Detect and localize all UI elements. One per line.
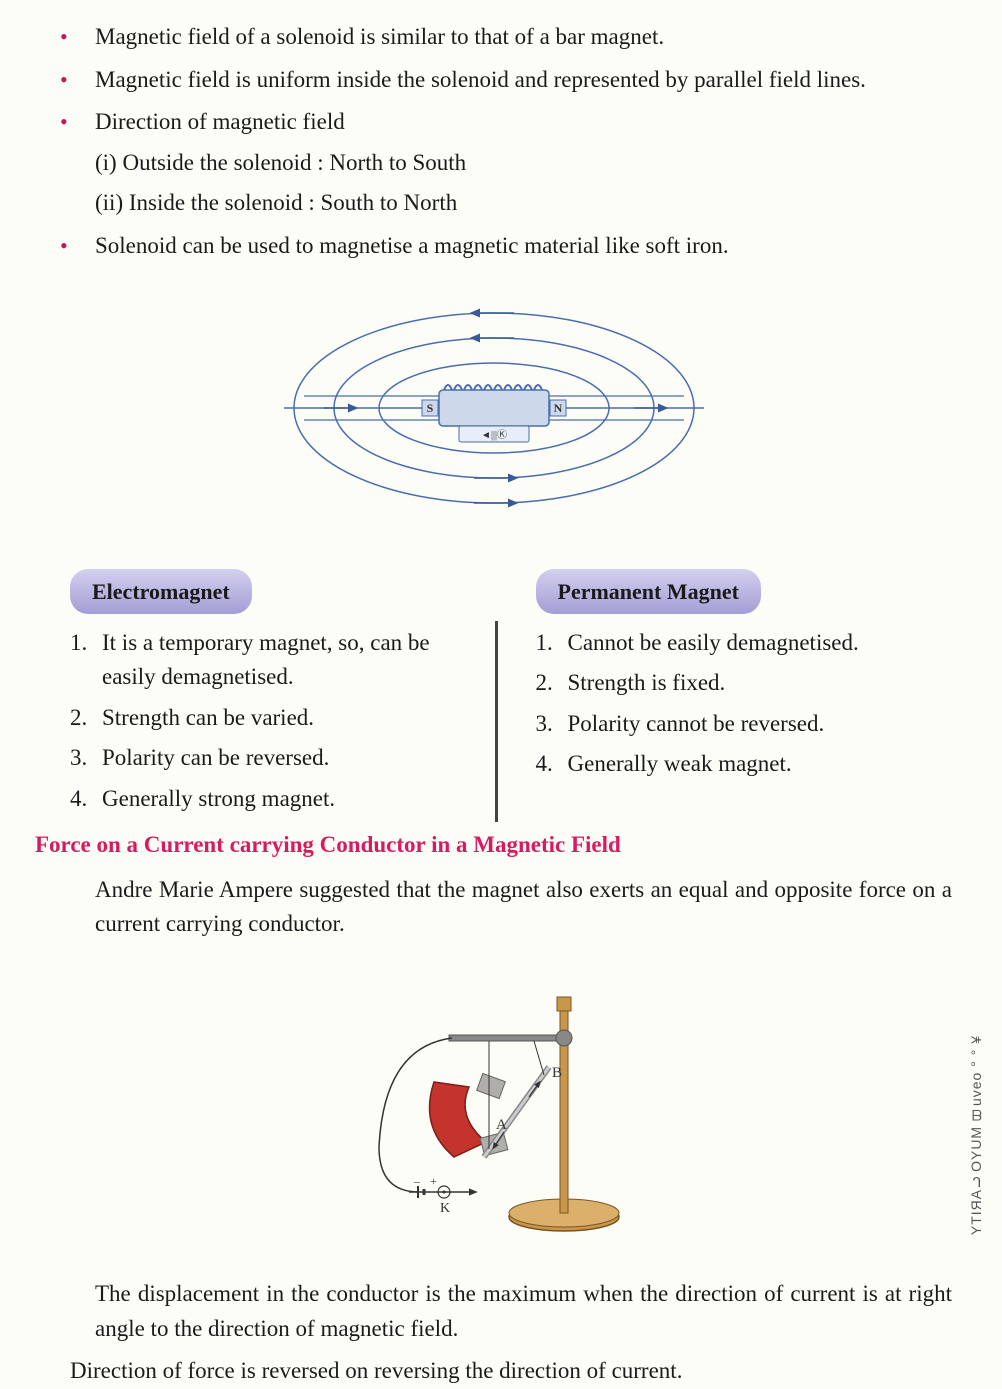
comparison-table: Electromagnet 1.It is a temporary magnet…: [35, 569, 952, 823]
sublist: (i) Outside the solenoid : North to Sout…: [95, 146, 952, 221]
svg-text:+: +: [430, 1174, 437, 1188]
permanent-magnet-column: Permanent Magnet 1.Cannot be easily dema…: [506, 569, 953, 823]
electromagnet-column: Electromagnet 1.It is a temporary magnet…: [70, 569, 487, 823]
sublist-item: (ii) Inside the solenoid : South to Nort…: [95, 186, 952, 221]
list-item: 1.It is a temporary magnet, so, can be e…: [70, 626, 487, 695]
list-item: 4.Generally strong magnet.: [70, 782, 487, 817]
bullet-text: Magnetic field is uniform inside the sol…: [95, 67, 866, 92]
list-item: 4.Generally weak magnet.: [536, 747, 953, 782]
sublist-item: (i) Outside the solenoid : North to Sout…: [95, 146, 952, 181]
apparatus-figure: – + K A B: [35, 967, 952, 1248]
a-label: A: [496, 1117, 507, 1133]
bullet-list: Magnetic field of a solenoid is similar …: [35, 20, 952, 263]
list-item: 3.Polarity can be reversed.: [70, 741, 487, 776]
column-header: Permanent Magnet: [536, 569, 761, 614]
bullet-item: Direction of magnetic field (i) Outside …: [70, 105, 952, 221]
bullet-text: Solenoid can be used to magnetise a magn…: [95, 233, 729, 258]
apparatus-svg: – + K A B: [334, 967, 654, 1237]
bullet-item: Magnetic field of a solenoid is similar …: [70, 20, 952, 55]
bullet-item: Solenoid can be used to magnetise a magn…: [70, 229, 952, 264]
electromagnet-list: 1.It is a temporary magnet, so, can be e…: [70, 626, 487, 817]
section-heading: Force on a Current carrying Conductor in…: [35, 828, 952, 863]
bullet-item: Magnetic field is uniform inside the sol…: [70, 63, 952, 98]
paragraph: Direction of force is reversed on revers…: [70, 1354, 952, 1389]
divider: [495, 621, 498, 823]
list-item: 1.Cannot be easily demagnetised.: [536, 626, 953, 661]
b-label: B: [552, 1065, 562, 1081]
paragraph: The displacement in the conductor is the…: [95, 1277, 952, 1346]
column-header: Electromagnet: [70, 569, 252, 614]
paragraph: Andre Marie Ampere suggested that the ma…: [95, 873, 952, 942]
permanent-magnet-list: 1.Cannot be easily demagnetised. 2.Stren…: [536, 626, 953, 782]
south-label: S: [426, 401, 433, 415]
solenoid-svg: ◄|||Ⓚ S N: [264, 288, 724, 528]
bullet-text: Magnetic field of a solenoid is similar …: [95, 24, 664, 49]
bullet-text: Direction of magnetic field: [95, 109, 345, 134]
svg-text:–: –: [413, 1174, 421, 1188]
side-margin-text: YTIЯAᒐOYUM ᗺuveo ° ° ¥: [966, 1035, 987, 1235]
key-label: K: [440, 1201, 450, 1216]
list-item: 2.Strength can be varied.: [70, 701, 487, 736]
north-label: N: [553, 401, 562, 415]
list-item: 3.Polarity cannot be reversed.: [536, 707, 953, 742]
list-item: 2.Strength is fixed.: [536, 666, 953, 701]
solenoid-field-figure: ◄|||Ⓚ S N: [35, 288, 952, 539]
svg-text:◄|||Ⓚ: ◄|||Ⓚ: [481, 429, 507, 441]
